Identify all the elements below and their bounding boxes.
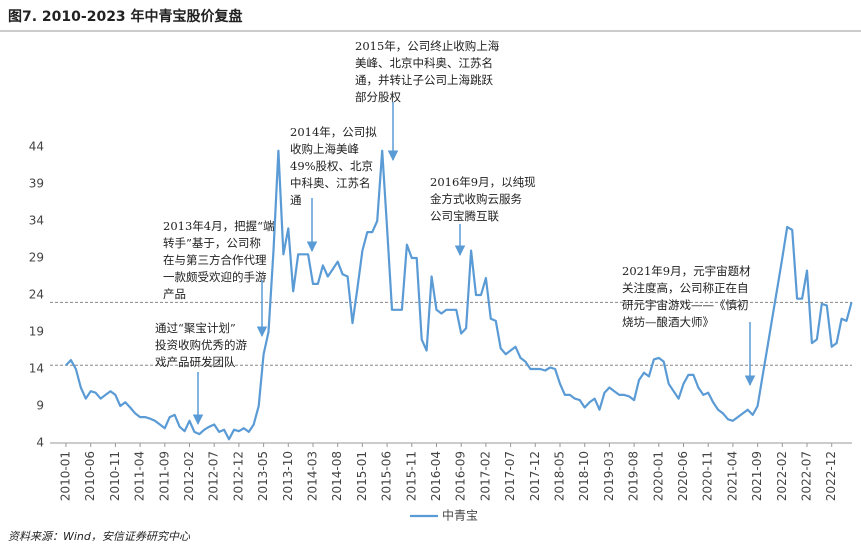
x-tick-label: 2016-09 (454, 451, 468, 501)
x-tick-label: 2012-07 (207, 451, 221, 501)
y-tick-label: 4 (36, 436, 44, 450)
x-tick-label: 2019-03 (602, 451, 616, 501)
y-tick-label: 39 (29, 177, 44, 191)
annotation-text: 49%股权、北京 (290, 159, 373, 173)
y-tick-label: 19 (29, 325, 44, 339)
x-tick-label: 2016-04 (429, 451, 443, 501)
annotation-text: 部分股权 (355, 90, 401, 104)
x-tick-label: 2013-10 (281, 451, 295, 501)
x-tick-label: 2012-02 (182, 451, 196, 501)
x-tick-label: 2018-05 (553, 451, 567, 501)
x-tick-label: 2012-12 (231, 451, 245, 501)
annotation-text: 烧坊—酿酒大师》 (622, 315, 714, 329)
annotation-text: 2014年，公司拟 (290, 125, 377, 139)
x-tick-label: 2015-01 (355, 451, 369, 501)
x-tick-label: 2018-10 (577, 451, 591, 501)
legend-label: 中青宝 (442, 508, 478, 523)
x-tick-label: 2014-08 (330, 451, 344, 501)
annotation-text: 收购上海美峰 (290, 142, 359, 156)
x-tick-label: 2011-09 (157, 451, 171, 501)
x-tick-label: 2010-06 (83, 451, 97, 501)
x-tick-label: 2017-02 (478, 451, 492, 501)
annotation-text: 公司宝腾互联 (430, 209, 499, 223)
annotation-text: 转手”基于，公司称 (163, 236, 261, 250)
annotation-text: 2021年9月，元宇宙题材 (622, 264, 751, 278)
x-tick-label: 2019-08 (627, 451, 641, 501)
x-tick-label: 2021-04 (725, 451, 739, 501)
series-line (65, 149, 853, 441)
annotation-text: 金方式收购云服务 (430, 192, 522, 206)
x-tick-label: 2011-04 (133, 451, 147, 501)
x-tick-label: 2020-06 (676, 451, 690, 501)
annotation-text: 2013年4月，把握“端 (163, 219, 274, 233)
annotation-text: 投资收购优秀的游 (155, 338, 247, 352)
annotation-text: 通过“聚宝计划” (155, 321, 236, 335)
x-tick-label: 2021-09 (750, 451, 764, 501)
y-tick-label: 9 (36, 399, 44, 413)
x-tick-label: 2015-11 (404, 451, 418, 501)
x-tick-label: 2017-12 (528, 451, 542, 501)
x-tick-label: 2010-11 (108, 451, 122, 501)
annotation-text: 戏产品研发团队 (155, 355, 236, 369)
annotation-text: 在与第三方合作代理 (163, 253, 267, 267)
x-tick-label: 2022-02 (775, 451, 789, 501)
y-tick-label: 14 (29, 362, 44, 376)
x-tick-label: 2022-12 (824, 451, 838, 501)
annotation-text: 2016年9月，以纯现 (430, 175, 536, 189)
annotation-text: 美峰、北京中科奥、江苏名 (355, 56, 493, 70)
annotation-text: 研元宇宙游戏——《慎初 (622, 298, 749, 312)
x-tick-label: 2017-07 (503, 451, 517, 501)
annotation-text: 一款颇受欢迎的手游 (163, 270, 267, 284)
chart-title: 图7. 2010-2023 年中青宝股价复盘 (8, 8, 243, 25)
x-tick-label: 2013-05 (256, 451, 270, 501)
x-tick-label: 2020-01 (651, 451, 665, 501)
y-tick-label: 44 (29, 140, 44, 154)
x-tick-label: 2015-06 (380, 451, 394, 501)
annotation-text: 关注度高，公司称正在自 (622, 281, 749, 295)
annotation-text: 产品 (163, 287, 186, 301)
y-tick-label: 29 (29, 251, 44, 265)
y-tick-label: 24 (29, 288, 44, 302)
annotation-text: 通，并转让子公司上海跳跃 (355, 73, 493, 87)
x-tick-label: 2014-03 (306, 451, 320, 501)
source-note: 资料来源：Wind，安信证券研究中心 (8, 530, 191, 543)
x-tick-label: 2020-11 (701, 451, 715, 501)
annotation-text: 2015年，公司终止收购上海 (355, 39, 500, 53)
x-tick-label: 2010-01 (59, 451, 73, 501)
annotation-text: 中科奥、江苏名 (290, 176, 371, 190)
annotation-text: 通 (290, 193, 302, 207)
x-tick-label: 2022-07 (800, 451, 814, 501)
y-tick-label: 34 (29, 214, 44, 228)
